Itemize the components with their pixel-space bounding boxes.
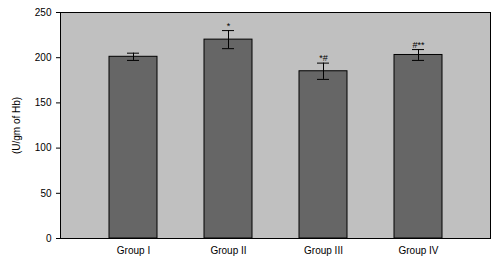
- svg-text:Group III: Group III: [304, 245, 343, 256]
- svg-text:(U/gm of Hb): (U/gm of Hb): [11, 97, 22, 154]
- svg-text:50: 50: [40, 188, 52, 199]
- svg-text:#**: #**: [412, 40, 425, 50]
- svg-text:0: 0: [46, 233, 52, 244]
- svg-text:100: 100: [35, 142, 52, 153]
- svg-text:*: *: [227, 21, 231, 31]
- svg-text:*#: *#: [319, 53, 328, 63]
- svg-text:Group IV: Group IV: [398, 245, 438, 256]
- svg-text:Group II: Group II: [210, 245, 246, 256]
- svg-text:250: 250: [35, 7, 52, 18]
- svg-text:150: 150: [35, 97, 52, 108]
- svg-text:200: 200: [35, 52, 52, 63]
- svg-text:Group I: Group I: [117, 245, 150, 256]
